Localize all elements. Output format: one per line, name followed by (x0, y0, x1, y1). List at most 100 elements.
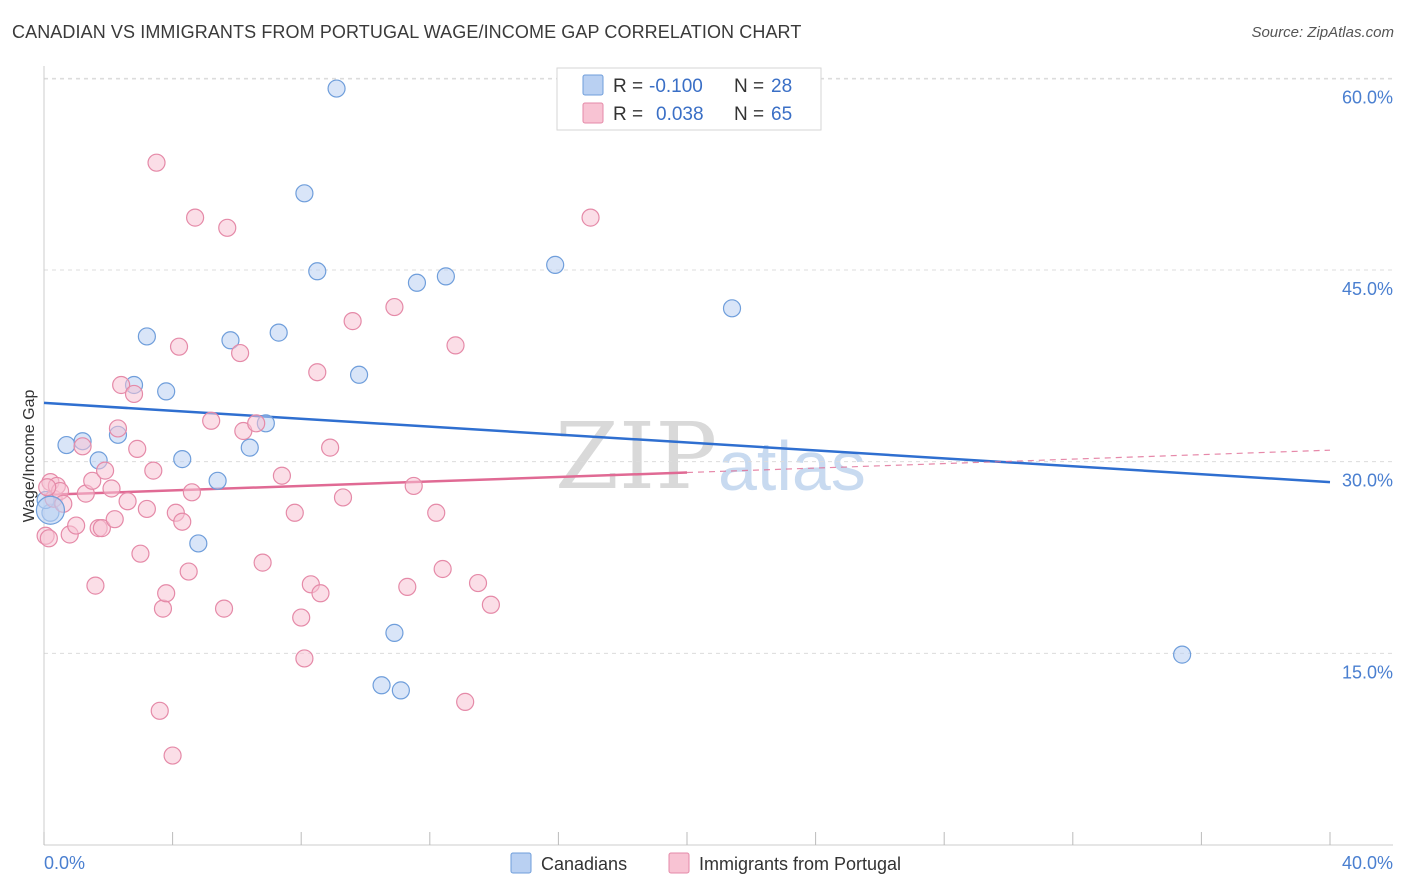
blue-point-6 (137, 327, 156, 346)
blue-point-12 (240, 438, 259, 457)
pink-point-43 (272, 466, 292, 485)
pink-point-19 (118, 492, 137, 511)
pink-point-13 (92, 519, 111, 538)
pink-point-57 (433, 559, 452, 579)
pink-point-27 (153, 599, 173, 618)
pink-point-61 (481, 595, 500, 614)
legend-n-value-1: 28 (771, 76, 792, 97)
pink-point-49 (311, 584, 330, 603)
pink-point-28 (157, 584, 176, 603)
blue-point-14 (269, 323, 288, 342)
blue-point-18 (349, 365, 369, 384)
pink-point-38 (218, 218, 237, 237)
pink-point-36 (202, 411, 221, 430)
pink-point-29 (163, 746, 182, 765)
legend-n-value-2: 65 (771, 104, 792, 125)
pink-point-62 (581, 208, 600, 227)
blue-point-8 (173, 450, 192, 469)
pink-point-35 (186, 208, 205, 227)
blue-point-24 (546, 255, 565, 274)
pink-point-22 (131, 544, 150, 563)
pink-point-8 (73, 437, 92, 456)
pink-point-50 (321, 438, 340, 457)
watermark-atlas: atlas (718, 427, 866, 505)
bottom-legend-swatch-canadians (510, 852, 532, 874)
pink-point-63 (38, 478, 57, 497)
axes (43, 66, 1393, 846)
pink-point-56 (427, 503, 446, 522)
blue-point-20 (385, 623, 404, 642)
pink-point-37 (214, 599, 234, 618)
blue-point-9 (189, 534, 208, 553)
blue-point-17 (327, 79, 346, 98)
source-label: Source: ZipAtlas.com (1251, 24, 1394, 41)
blue-point-7 (157, 382, 176, 401)
pink-point-31 (169, 337, 189, 356)
blue-point-26 (1173, 645, 1192, 664)
pink-point-15 (102, 479, 121, 498)
y-tick-label-45: 45.0% (1342, 279, 1393, 299)
y-tick-label-60: 60.0% (1342, 87, 1393, 107)
pink-point-21 (128, 439, 147, 458)
legend-n-label-2: N = (734, 104, 764, 125)
pink-point-32 (173, 512, 192, 531)
pink-point-17 (108, 419, 128, 438)
pink-point-14 (95, 461, 115, 480)
blue-point-11 (221, 331, 240, 350)
pink-point-60 (468, 573, 488, 593)
watermark-zip: ZIP (555, 403, 717, 510)
pink-point-41 (247, 414, 266, 433)
pink-point-26 (150, 701, 169, 720)
chart-title: CANADIAN VS IMMIGRANTS FROM PORTUGAL WAG… (12, 22, 802, 42)
blue-point-23 (436, 267, 455, 286)
pink-point-48 (308, 363, 327, 382)
pink-point-54 (398, 577, 417, 596)
blue-point-cluster (35, 495, 66, 525)
legend-n-label-1: N = (734, 76, 764, 97)
legend-r-label-1: R = (613, 76, 643, 97)
legend-r-value-1: -0.100 (649, 76, 703, 97)
pink-point-55 (404, 476, 423, 496)
bottom-legend-swatch-portugal (668, 852, 690, 874)
pink-point-10 (83, 471, 102, 490)
y-tick-label-30: 30.0% (1342, 471, 1393, 491)
pink-point-23 (137, 499, 156, 519)
data-points (35, 79, 1192, 765)
blue-point-19 (372, 676, 391, 695)
blue-point-15 (295, 184, 314, 203)
pink-point-16 (105, 510, 124, 529)
pink-point-33 (179, 562, 198, 581)
pink-point-46 (295, 649, 314, 668)
pink-point-39 (231, 343, 250, 363)
y-tick-label-15: 15.0% (1342, 662, 1393, 682)
legend-r-label-2: R = (613, 104, 643, 125)
pink-point-18 (112, 375, 131, 395)
pink-point-24 (144, 461, 163, 480)
correlation-legend: R = -0.100 N = 28 R = 0.038 N = 65 (556, 67, 822, 131)
blue-point-1 (57, 435, 76, 455)
pink-point-44 (285, 503, 304, 522)
blue-point-25 (722, 299, 742, 318)
pink-point-25 (147, 153, 166, 172)
legend-r-value-2: 0.038 (656, 104, 704, 125)
y-tick-labels: 15.0% 30.0% 45.0% 60.0% (1342, 87, 1393, 682)
blue-point-16 (308, 262, 327, 281)
pink-point-45 (292, 608, 311, 627)
pink-point-51 (333, 488, 353, 507)
pink-trend-line-extension (686, 449, 1331, 474)
pink-point-53 (385, 297, 404, 317)
blue-point-21 (391, 681, 410, 700)
x-tick-label-max: 40.0% (1342, 853, 1393, 873)
pink-trend-line (43, 471, 688, 497)
legend-swatch-canadians (582, 74, 604, 96)
pink-point-58 (446, 336, 465, 355)
pink-point-7 (67, 516, 86, 535)
series-legend: Canadians Immigrants from Portugal (510, 852, 901, 874)
y-axis-title: Wage/Income Gap (21, 390, 38, 523)
gridlines (44, 77, 1393, 654)
x-tick-label-min: 0.0% (44, 853, 85, 873)
blue-point-22 (407, 273, 427, 292)
pink-point-59 (456, 692, 475, 711)
pink-point-52 (343, 312, 362, 331)
